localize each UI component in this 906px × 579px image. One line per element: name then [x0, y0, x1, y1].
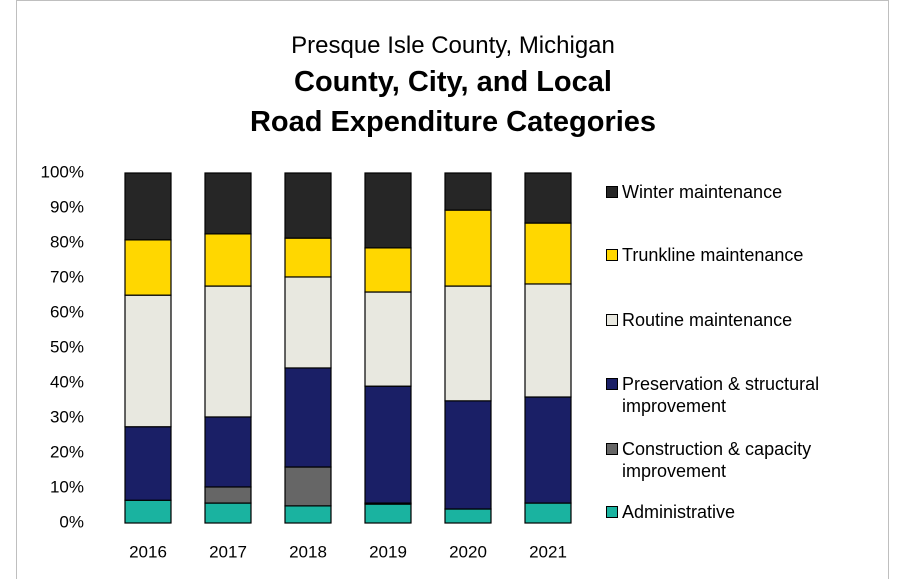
bar-segment: [364, 385, 412, 504]
legend-swatch: [606, 186, 618, 198]
bar-segment: [364, 503, 412, 524]
legend-swatch: [606, 314, 618, 326]
bar-segment: [364, 172, 412, 249]
y-tick-label: 80%: [50, 232, 84, 251]
chart-title: County, City, and Local: [294, 66, 612, 98]
bar-segment: [364, 291, 412, 387]
bar-segment: [204, 416, 252, 488]
y-tick-label: 70%: [50, 267, 84, 286]
x-tick-label: 2017: [209, 542, 247, 561]
bar-segment: [204, 233, 252, 287]
x-tick-label: 2016: [129, 542, 167, 561]
legend-item: Trunkline maintenance: [606, 244, 876, 266]
bar-segment: [124, 294, 172, 428]
x-tick-label: 2021: [529, 542, 567, 561]
bar-segment: [444, 400, 492, 510]
legend-item: Routine maintenance: [606, 309, 876, 331]
y-tick-label: 90%: [50, 197, 84, 216]
bar-segment: [124, 239, 172, 296]
bar-segment: [124, 426, 172, 501]
legend-swatch: [606, 378, 618, 390]
legend-swatch: [606, 249, 618, 261]
bar-segment: [204, 285, 252, 418]
legend-swatch: [606, 443, 618, 455]
legend-label: Administrative: [622, 502, 736, 522]
y-tick-label: 30%: [50, 407, 84, 426]
bar-segment: [124, 172, 172, 241]
legend-item: Preservation & structural improvement: [606, 373, 876, 417]
bar-segment: [524, 396, 572, 504]
legend-label: Routine maintenance: [622, 310, 793, 330]
bar-segment: [284, 237, 332, 278]
chart-subtitle: Presque Isle County, Michigan: [291, 32, 615, 59]
legend-swatch: [606, 506, 618, 518]
y-tick-label: 20%: [50, 442, 84, 461]
y-tick-label: 50%: [50, 337, 84, 356]
y-tick-label: 10%: [50, 477, 84, 496]
legend-label: Winter maintenance: [622, 182, 783, 202]
bar-segment: [124, 499, 172, 524]
legend-item: Winter maintenance: [606, 181, 876, 203]
bar-segment: [444, 172, 492, 211]
bar-segment: [284, 367, 332, 468]
bar-segment: [444, 209, 492, 287]
bar-segment: [364, 247, 412, 293]
bar-segment: [284, 505, 332, 524]
x-tick-label: 2019: [369, 542, 407, 561]
bar-segment: [284, 276, 332, 369]
legend-label: Preservation & structural improvement: [622, 374, 820, 416]
legend-item: Construction & capacity improvement: [606, 438, 876, 482]
chart-frame: [16, 0, 889, 579]
chart-title: Road Expenditure Categories: [249, 106, 657, 138]
x-tick-label: 2018: [289, 542, 327, 561]
bar-segment: [524, 283, 572, 398]
bar-segment: [524, 172, 572, 224]
y-tick-label: 40%: [50, 372, 84, 391]
bar-segment: [284, 172, 332, 239]
bar-segment: [204, 502, 252, 524]
bar-segment: [524, 222, 572, 285]
y-tick-label: 100%: [41, 162, 84, 181]
bar-segment: [204, 486, 252, 504]
y-tick-label: 60%: [50, 302, 84, 321]
bar-segment: [444, 285, 492, 402]
legend-item: Administrative: [606, 501, 876, 523]
bar-segment: [284, 466, 332, 507]
bar-segment: [204, 172, 252, 235]
bar-segment: [444, 508, 492, 524]
y-tick-label: 0%: [59, 512, 84, 531]
legend-label: Trunkline maintenance: [622, 245, 804, 265]
bar-segment: [524, 502, 572, 524]
x-tick-label: 2020: [449, 542, 487, 561]
header: Presque Isle County, Michigan County, Ci…: [0, 30, 906, 142]
legend-label: Construction & capacity improvement: [622, 439, 812, 481]
